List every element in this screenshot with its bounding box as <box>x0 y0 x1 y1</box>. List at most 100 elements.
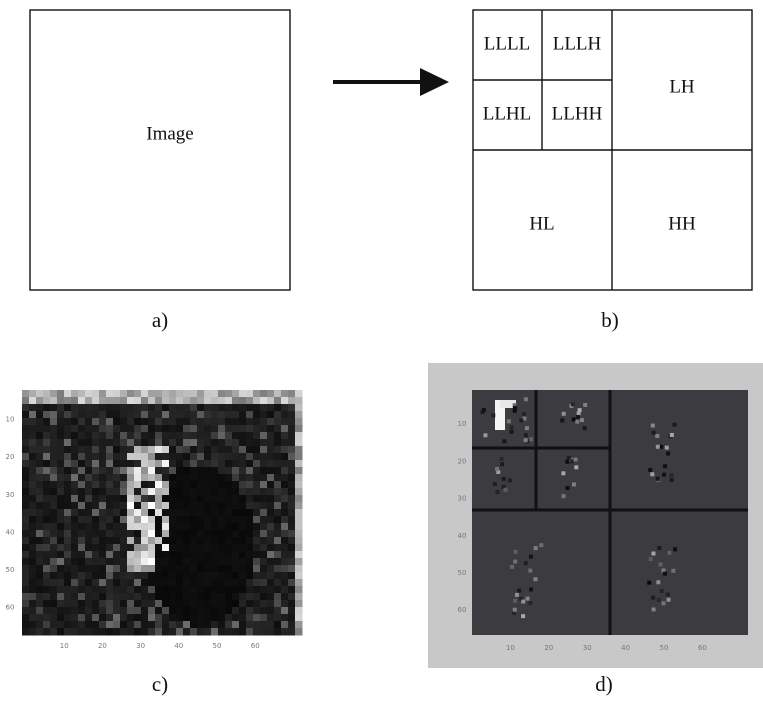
pixel <box>211 579 219 587</box>
pixel <box>113 621 121 629</box>
pixel <box>127 593 135 601</box>
pixel <box>92 439 100 447</box>
pixel <box>127 516 135 524</box>
pixel <box>99 404 107 412</box>
pixel <box>85 537 93 545</box>
pixel <box>64 516 72 524</box>
pixel <box>295 565 303 573</box>
pixel <box>106 579 114 587</box>
pixel <box>134 397 142 405</box>
pixel <box>71 558 79 566</box>
pixel <box>225 586 233 594</box>
pixel <box>183 390 191 398</box>
pixel <box>267 544 275 552</box>
pixel <box>274 404 282 412</box>
pixel <box>36 565 44 573</box>
pixel <box>663 572 667 576</box>
pixel <box>113 474 121 482</box>
pixel <box>120 551 128 559</box>
pixel <box>274 607 282 615</box>
pixel <box>155 390 163 398</box>
pixel <box>529 555 533 559</box>
pixel <box>99 446 107 454</box>
pixel <box>120 481 128 489</box>
pixel <box>281 488 289 496</box>
pixel <box>500 457 504 461</box>
pixel <box>190 446 198 454</box>
pixel <box>162 530 170 538</box>
pixel <box>169 425 177 433</box>
pixel <box>85 579 93 587</box>
pixel <box>578 408 582 412</box>
pixel <box>211 607 219 615</box>
pixel <box>288 572 296 580</box>
pixel <box>510 430 514 434</box>
pixel <box>274 495 282 503</box>
pixel <box>274 502 282 510</box>
pixel <box>50 600 58 608</box>
pixel <box>169 558 177 566</box>
pixel <box>274 439 282 447</box>
pixel <box>127 628 135 636</box>
pixel <box>232 565 240 573</box>
pixel <box>288 530 296 538</box>
pixel <box>204 593 212 601</box>
pixel <box>57 474 65 482</box>
pixel <box>141 390 149 398</box>
pixel <box>666 592 670 596</box>
pixel <box>113 586 121 594</box>
pixel <box>162 586 170 594</box>
pixel <box>267 467 275 475</box>
pixel <box>155 453 163 461</box>
pixel <box>225 390 233 398</box>
pixel <box>78 607 86 615</box>
pixel <box>99 551 107 559</box>
pixel <box>85 425 93 433</box>
pixel <box>120 621 128 629</box>
pixel <box>92 411 100 419</box>
pixel <box>190 390 198 398</box>
pixel <box>127 558 135 566</box>
pixel <box>274 586 282 594</box>
pixel <box>127 579 135 587</box>
pixel <box>295 551 303 559</box>
pixel <box>134 404 142 412</box>
pixel <box>57 530 65 538</box>
pixel <box>211 404 219 412</box>
pixel <box>183 439 191 447</box>
pixel <box>656 477 660 481</box>
pixel <box>260 523 268 531</box>
pixel <box>218 607 226 615</box>
pixel <box>43 502 51 510</box>
pixel <box>113 530 121 538</box>
pixel <box>92 453 100 461</box>
pixel <box>218 411 226 419</box>
pixel <box>502 439 506 443</box>
pixel <box>197 390 205 398</box>
pixel <box>120 432 128 440</box>
pixel <box>92 390 100 398</box>
pixel <box>113 404 121 412</box>
pixel <box>253 551 261 559</box>
pixel <box>29 411 37 419</box>
pixel <box>204 544 212 552</box>
pixel <box>64 439 72 447</box>
pixel <box>57 516 65 524</box>
pixel <box>197 558 205 566</box>
pixel <box>575 420 579 424</box>
pixel <box>141 418 149 426</box>
pixel <box>267 418 275 426</box>
pixel <box>36 411 44 419</box>
pixel <box>120 502 128 510</box>
pixel <box>99 621 107 629</box>
pixel <box>113 460 121 468</box>
pixel <box>92 523 100 531</box>
pixel <box>99 425 107 433</box>
pixel <box>155 586 163 594</box>
pixel <box>274 418 282 426</box>
pixel <box>295 488 303 496</box>
pixel <box>29 453 37 461</box>
pixel <box>127 530 135 538</box>
pixel <box>183 502 191 510</box>
pixel <box>120 488 128 496</box>
